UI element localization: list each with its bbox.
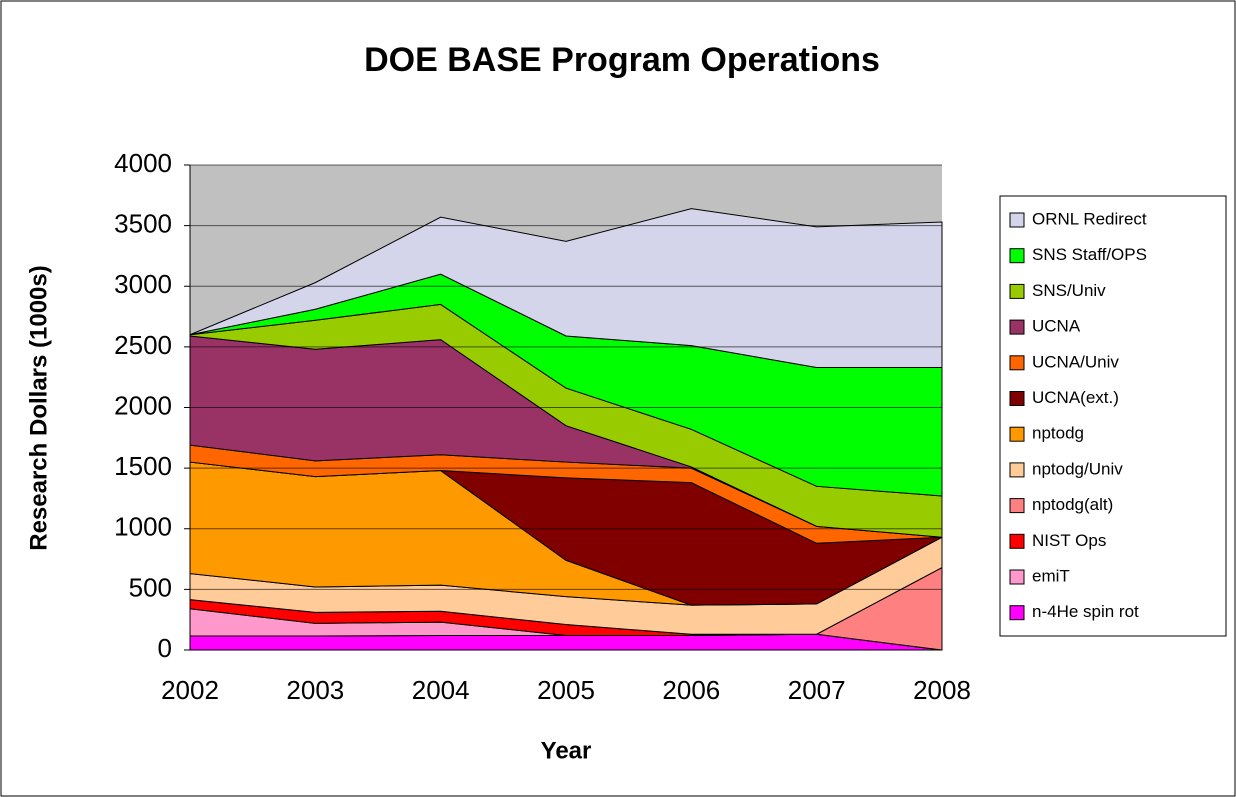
legend-swatch xyxy=(1009,605,1025,621)
y-tick-label: 1500 xyxy=(114,451,172,481)
legend-swatch xyxy=(1009,212,1025,228)
legend-swatch xyxy=(1009,498,1025,514)
legend-swatch xyxy=(1009,426,1025,442)
x-tick-label: 2005 xyxy=(537,675,595,705)
legend-label: SNS/Univ xyxy=(1032,281,1106,300)
legend-label: n-4He spin rot xyxy=(1032,602,1139,621)
legend-swatch xyxy=(1009,319,1025,335)
legend-swatch xyxy=(1009,283,1025,299)
y-tick-label: 1000 xyxy=(114,512,172,542)
x-tick-label: 2004 xyxy=(412,675,470,705)
legend xyxy=(999,195,1227,637)
chart-title: DOE BASE Program Operations xyxy=(364,41,880,79)
legend-swatch xyxy=(1009,569,1025,585)
y-tick-label: 3000 xyxy=(114,269,172,299)
legend-label: UCNA xyxy=(1032,317,1081,336)
x-tick-label: 2002 xyxy=(161,675,219,705)
legend-swatch xyxy=(1009,462,1025,478)
legend-swatch xyxy=(1009,248,1025,264)
legend-label: nptodg/Univ xyxy=(1032,459,1123,478)
x-tick-label: 2008 xyxy=(913,675,971,705)
x-axis-label: Year xyxy=(541,737,592,764)
legend-label: nptodg(alt) xyxy=(1032,495,1113,514)
area xyxy=(189,633,943,651)
legend-swatch xyxy=(1009,355,1025,371)
legend-label: SNS Staff/OPS xyxy=(1032,245,1147,264)
x-tick-label: 2006 xyxy=(662,675,720,705)
area xyxy=(189,208,943,368)
y-axis-label: Research Dollars (1000s) xyxy=(25,265,52,551)
y-tick-label: 0 xyxy=(158,633,172,663)
legend-swatch xyxy=(1009,391,1025,406)
x-tick-label: 2007 xyxy=(788,675,846,705)
x-tick-label: 2003 xyxy=(286,675,344,705)
legend-label: emiT xyxy=(1032,566,1070,585)
y-tick-label: 500 xyxy=(129,572,172,602)
y-tick-label: 2000 xyxy=(114,390,172,420)
legend-label: NIST Ops xyxy=(1032,531,1106,550)
y-tick-label: 4000 xyxy=(114,148,172,178)
legend-label: UCNA(ext.) xyxy=(1032,388,1119,407)
legend-swatch xyxy=(1009,533,1025,549)
y-tick-label: 2500 xyxy=(114,330,172,360)
y-tick-label: 3500 xyxy=(114,209,172,239)
legend-label: UCNA/Univ xyxy=(1032,352,1119,371)
legend-label: nptodg xyxy=(1032,424,1084,443)
legend-label: ORNL Redirect xyxy=(1032,209,1147,228)
